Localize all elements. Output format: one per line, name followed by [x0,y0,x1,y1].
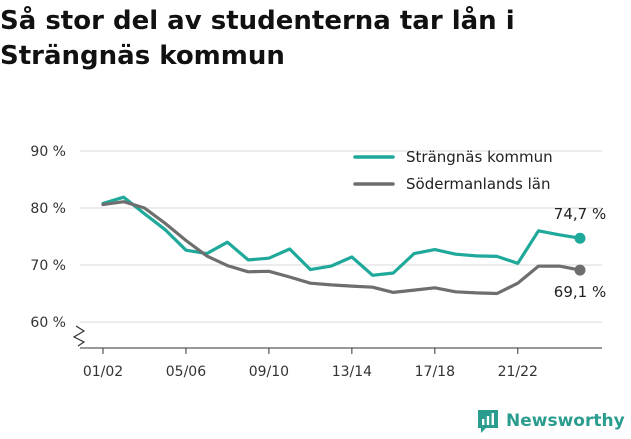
newsworthy-logo-icon [478,410,498,433]
x-tick-label: 17/18 [415,364,455,380]
brand-name: Newsworthy [506,411,625,431]
series-lines [101,195,586,296]
legend: Strängnäs kommun Södermanlands län [353,148,553,193]
y-tick-label: 80 % [30,201,66,217]
y-tick-label: 60 % [30,315,66,331]
end-labels: 74,7 % 69,1 % [554,205,606,301]
end-value-label: 69,1 % [554,283,606,301]
legend-label: Södermanlands län [406,175,551,193]
end-value-label: 74,7 % [554,205,606,223]
chart-title: Så stor del av studenterna tar lån i Str… [0,6,515,71]
axes: 60 % 70 % 80 % 90 % 01/02 05/06 09/10 13/14 17/1… [30,144,602,380]
series-line-strangnas [101,195,582,277]
x-tick-label: 21/22 [498,364,538,380]
end-point-marker [574,264,586,276]
legend-label: Strängnäs kommun [406,148,553,166]
gridlines [80,150,602,323]
x-tick-label: 01/02 [83,364,123,380]
y-tick-label: 70 % [30,258,66,274]
y-axis-break-icon [72,325,86,347]
x-tick-label: 13/14 [332,364,372,380]
series-line-sodermanland [101,200,582,296]
x-tick-label: 05/06 [166,364,206,380]
x-tick-label: 09/10 [249,364,289,380]
y-tick-label: 90 % [30,144,66,160]
end-point-marker [574,232,586,244]
newsworthy-brand[interactable]: Newsworthy [476,407,625,435]
